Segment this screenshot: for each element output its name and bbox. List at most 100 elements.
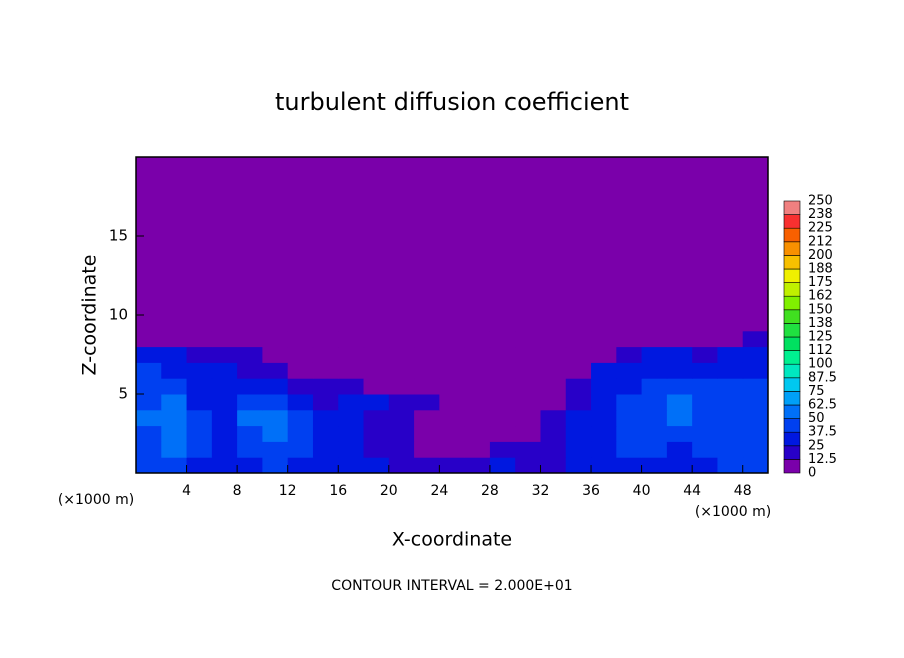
field-cell: [287, 378, 314, 395]
field-cell: [211, 425, 238, 442]
colorbar-label: 188: [808, 262, 833, 277]
field-cell: [287, 315, 314, 332]
colorbar-swatch: [783, 404, 801, 419]
field-cell: [211, 346, 238, 363]
field-cell: [565, 378, 592, 395]
field-cell: [641, 394, 668, 411]
field-cell: [692, 315, 718, 332]
field-cell: [414, 362, 440, 379]
field-cell: [692, 394, 718, 411]
field-cell: [136, 441, 162, 458]
field-cell: [489, 315, 516, 332]
colorbar-label: 87.5: [808, 370, 837, 385]
field-cell: [287, 425, 314, 442]
field-cell: [237, 157, 263, 316]
field-cell: [641, 346, 668, 363]
field-cell: [666, 457, 693, 474]
field-cell: [489, 457, 516, 474]
field-cell: [540, 441, 567, 458]
field-cell: [237, 457, 263, 474]
x-tick-label: 32: [532, 483, 550, 499]
field-cell: [717, 457, 744, 474]
field-cell: [439, 330, 466, 348]
field-cell: [186, 315, 213, 332]
field-cell: [388, 157, 415, 316]
colorbar-swatch: [783, 431, 801, 447]
field-cell: [540, 394, 567, 411]
field-cell: [388, 457, 415, 474]
field-cell: [616, 441, 643, 458]
x-tick-label: 16: [329, 483, 347, 499]
field-cell: [338, 378, 365, 395]
field-cell: [515, 425, 541, 442]
field-cell: [262, 362, 289, 379]
field-cell: [287, 330, 314, 348]
field-cell: [591, 378, 617, 395]
field-cell: [464, 346, 491, 363]
field-cell: [717, 362, 744, 379]
field-cell: [211, 315, 238, 332]
field-cell: [262, 378, 289, 395]
field-cell: [312, 378, 339, 395]
field-cell: [363, 362, 390, 379]
field-cell: [742, 409, 769, 427]
field-cell: [692, 362, 718, 379]
field-cell: [515, 441, 541, 458]
field-cell: [363, 346, 390, 363]
field-cell: [591, 315, 617, 332]
colorbar-label: 12.5: [808, 452, 837, 467]
field-cell: [515, 409, 541, 427]
field-cell: [414, 330, 440, 348]
field-cell: [237, 315, 263, 332]
field-cell: [666, 394, 693, 411]
field-cell: [591, 394, 617, 411]
field-cell: [591, 157, 617, 316]
field-cell: [363, 425, 390, 442]
field-cell: [312, 330, 339, 348]
field-cell: [186, 378, 213, 395]
field-cell: [262, 409, 289, 427]
field-cell: [414, 457, 440, 474]
field-cell: [388, 425, 415, 442]
field-cell: [565, 409, 592, 427]
field-cell: [717, 378, 744, 395]
field-cell: [540, 315, 567, 332]
field-cell: [540, 330, 567, 348]
field-cell: [414, 378, 440, 395]
field-cell: [666, 157, 693, 316]
field-cell: [439, 457, 466, 474]
x-tick-label: 44: [683, 483, 701, 499]
field-cell: [565, 315, 592, 332]
field-cell: [641, 409, 668, 427]
field-cell: [312, 346, 339, 363]
colorbar-label: 250: [808, 194, 833, 209]
field-cell: [439, 362, 466, 379]
field-cell: [717, 346, 744, 363]
field-cell: [186, 425, 213, 442]
field-cell: [287, 457, 314, 474]
field-cell: [565, 362, 592, 379]
field-cell: [666, 362, 693, 379]
colorbar-swatch: [783, 268, 801, 283]
colorbar-label: 175: [808, 275, 833, 290]
field-cell: [540, 409, 567, 427]
field-cell: [565, 346, 592, 363]
colorbar-swatch: [783, 336, 801, 351]
field-cell: [515, 362, 541, 379]
field-cell: [312, 441, 339, 458]
field-cell: [742, 315, 769, 332]
field-cell: [338, 457, 365, 474]
field-cell: [515, 157, 541, 316]
colorbar-label: 100: [808, 357, 833, 372]
field-cell: [692, 346, 718, 363]
colorbar-label: 212: [808, 234, 833, 249]
chart-title: turbulent diffusion coefficient: [275, 88, 629, 116]
field-cell: [565, 394, 592, 411]
field-cell: [515, 394, 541, 411]
field-cell: [262, 425, 289, 442]
field-cell: [742, 425, 769, 442]
field-cell: [136, 315, 162, 332]
field-cell: [136, 346, 162, 363]
field-cell: [591, 425, 617, 442]
field-cell: [439, 441, 466, 458]
